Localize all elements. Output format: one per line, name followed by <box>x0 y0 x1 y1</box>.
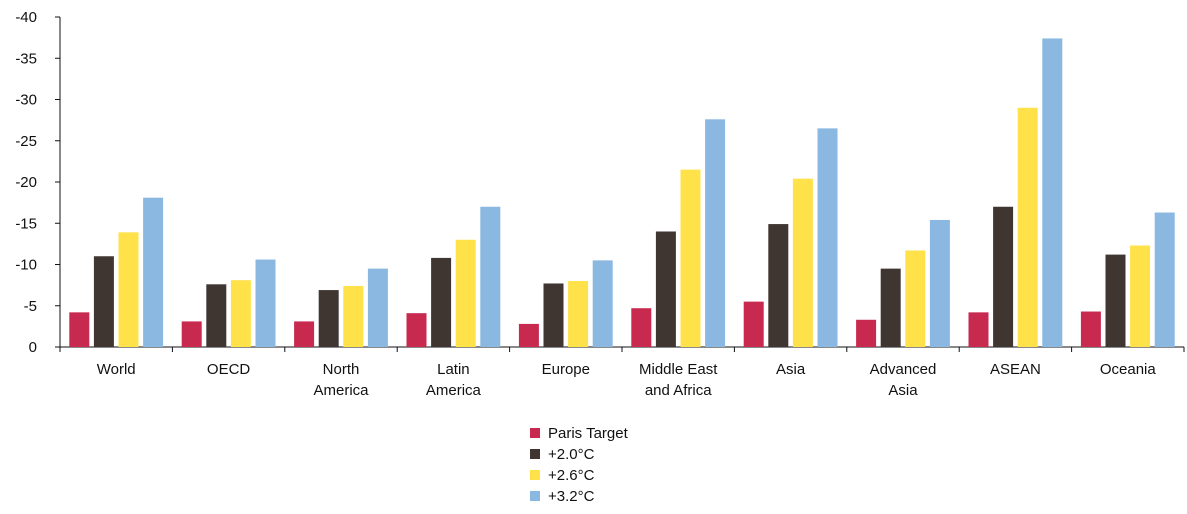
x-tick-label: North <box>323 361 360 378</box>
legend-entry: +3.2°C <box>548 488 595 505</box>
bar <box>406 313 427 347</box>
y-tick-label: -15 <box>15 215 37 232</box>
x-tick-label: America <box>313 382 369 399</box>
bar <box>367 268 388 347</box>
bar <box>1105 254 1126 347</box>
bar <box>856 319 877 347</box>
bar <box>93 256 114 347</box>
bar <box>705 119 726 347</box>
x-tick-label: and Africa <box>645 382 712 399</box>
legend-swatch <box>530 449 540 459</box>
y-tick-label: -5 <box>24 298 37 315</box>
x-tick-label: Asia <box>776 361 806 378</box>
bar <box>318 290 339 347</box>
bar <box>255 259 276 347</box>
x-tick-label: Oceania <box>1100 361 1157 378</box>
bar <box>631 308 652 347</box>
x-tick-label: Asia <box>888 382 918 399</box>
bar <box>880 268 901 347</box>
bar <box>343 285 364 347</box>
legend-swatch <box>530 470 540 480</box>
bar <box>968 312 989 347</box>
x-tick-label: World <box>97 361 136 378</box>
legend-entry: Paris Target <box>548 425 629 442</box>
bar <box>743 301 764 347</box>
x-tick-label: America <box>426 382 482 399</box>
category-labels: World OECD North America Latin America Europe M… <box>97 361 1157 399</box>
bar <box>230 280 251 347</box>
bar <box>592 260 613 347</box>
x-axis <box>59 346 1185 352</box>
bar <box>431 257 452 347</box>
bar <box>69 312 90 347</box>
bar <box>768 224 789 347</box>
bar <box>993 206 1014 347</box>
legend-swatch <box>530 428 540 438</box>
y-tick-label: -40 <box>15 9 37 26</box>
bar <box>655 231 676 347</box>
y-axis: 0 -5 -10 -15 -20 -25 -30 -35 -40 <box>15 9 61 356</box>
legend-entry: +2.6°C <box>548 467 595 484</box>
y-tick-label: -20 <box>15 174 37 191</box>
bar <box>455 239 476 347</box>
bar <box>543 283 564 347</box>
x-tick-label: ASEAN <box>990 361 1041 378</box>
bar <box>206 284 227 347</box>
bar <box>480 206 501 347</box>
bar <box>294 321 315 347</box>
y-tick-label: -10 <box>15 257 37 274</box>
bar <box>1042 38 1063 347</box>
bar <box>518 323 539 347</box>
y-tick-label: -30 <box>15 92 37 109</box>
y-tick-label: -25 <box>15 133 37 150</box>
bar <box>1154 212 1175 347</box>
bar <box>929 219 950 347</box>
bar <box>143 197 164 347</box>
legend-swatch <box>530 491 540 501</box>
bars <box>69 38 1175 347</box>
x-tick-label: Advanced <box>870 361 937 378</box>
x-tick-label: OECD <box>207 361 251 378</box>
bar <box>817 128 838 347</box>
bar <box>1017 107 1038 347</box>
x-tick-label: Europe <box>542 361 590 378</box>
legend-entry: +2.0°C <box>548 446 595 463</box>
y-tick-label: -35 <box>15 50 37 67</box>
x-tick-label: Latin <box>437 361 470 378</box>
bar <box>568 281 589 347</box>
bar <box>118 232 139 347</box>
bar <box>905 250 926 347</box>
bar <box>181 321 202 347</box>
legend: Paris Target +2.0°C +2.6°C +3.2°C <box>530 425 629 505</box>
bar <box>680 169 701 347</box>
y-tick-label: 0 <box>29 339 37 356</box>
bar <box>1130 245 1151 347</box>
bar <box>1080 311 1101 347</box>
x-tick-label: Middle East <box>639 361 718 378</box>
bar <box>792 178 813 347</box>
